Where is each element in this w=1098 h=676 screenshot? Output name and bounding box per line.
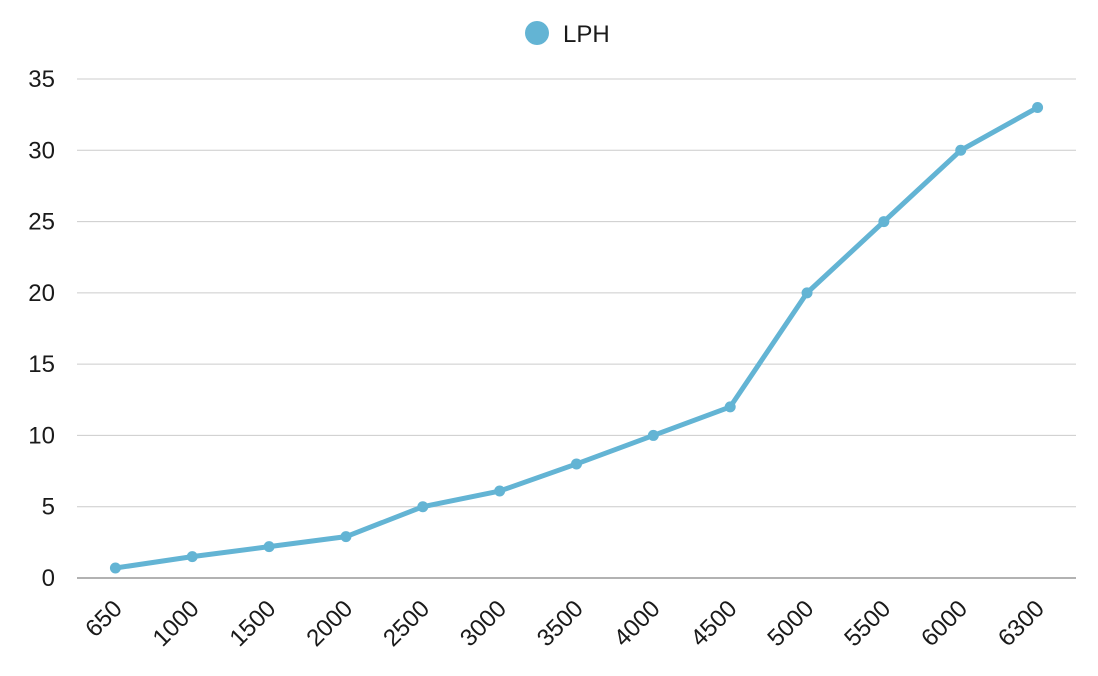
x-tick-label: 2500 xyxy=(378,595,435,652)
data-point-lph xyxy=(647,429,659,441)
y-tick-label: 0 xyxy=(42,565,55,592)
x-tick-label: 6000 xyxy=(916,595,973,652)
legend-label-lph: LPH xyxy=(563,21,610,48)
data-point-lph xyxy=(724,401,736,413)
y-tick-label: 15 xyxy=(28,351,55,378)
data-point-lph xyxy=(186,551,198,563)
x-tick-label: 1500 xyxy=(225,595,282,652)
x-tick-label: 2000 xyxy=(301,595,358,652)
x-tick-label: 650 xyxy=(80,595,127,642)
x-tick-label: 1000 xyxy=(148,595,205,652)
y-tick-label: 10 xyxy=(28,422,55,449)
x-tick-label: 3500 xyxy=(532,595,589,652)
grid-layer xyxy=(77,78,1076,579)
series-layer xyxy=(109,102,1044,574)
data-point-lph xyxy=(955,144,967,156)
data-point-lph xyxy=(801,287,813,299)
y-tick-label: 35 xyxy=(28,66,55,93)
x-tick-label: 4500 xyxy=(686,595,743,652)
data-point-lph xyxy=(109,562,121,574)
x-axis: 650 1000 1500 2000 2500 3000 3500 4000 4500 5000 5… xyxy=(80,595,1050,652)
data-point-lph xyxy=(417,501,429,513)
x-tick-label: 6300 xyxy=(993,595,1050,652)
x-tick-label: 5000 xyxy=(762,595,819,652)
data-point-lph xyxy=(1032,102,1044,114)
series-line-lph xyxy=(112,105,1041,571)
y-tick-label: 5 xyxy=(42,494,55,521)
chart-legend: LPH xyxy=(525,21,610,48)
data-point-lph xyxy=(878,216,890,228)
x-tick-label: 3000 xyxy=(455,595,512,652)
x-tick-label: 4000 xyxy=(609,595,666,652)
data-point-lph xyxy=(494,485,506,497)
data-point-lph xyxy=(340,531,352,543)
x-tick-label: 5500 xyxy=(839,595,896,652)
legend-marker-lph xyxy=(525,21,549,45)
data-point-lph xyxy=(263,541,275,553)
y-tick-label: 25 xyxy=(28,209,55,236)
y-tick-label: 30 xyxy=(28,137,55,164)
y-axis: 0 5 10 15 20 25 30 35 xyxy=(28,66,55,592)
data-point-lph xyxy=(571,458,582,470)
y-tick-label: 20 xyxy=(28,280,55,307)
